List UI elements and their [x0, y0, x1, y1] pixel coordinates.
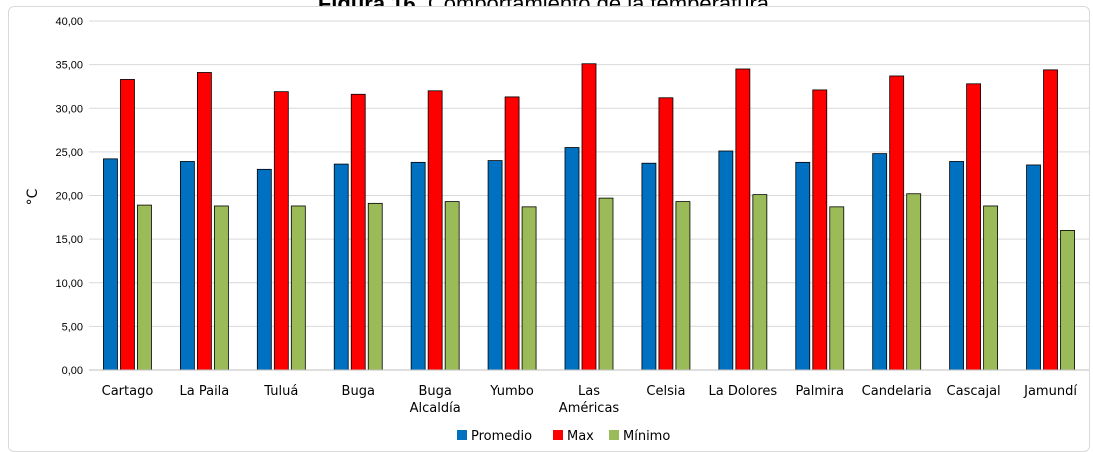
bar-promedio — [256, 168, 272, 371]
bar-m-nimo — [367, 202, 383, 371]
bar-max — [427, 90, 443, 371]
bar-m-nimo — [598, 197, 614, 371]
bar-promedio — [641, 162, 657, 371]
bar-promedio — [179, 161, 195, 371]
y-tick-label: 30,00 — [55, 103, 83, 115]
x-tick-label: Yumbo — [489, 384, 534, 399]
x-tick-label: Candelaria — [862, 384, 932, 399]
bar-promedio — [795, 161, 811, 371]
bar-m-nimo — [521, 206, 537, 371]
y-tick-label: 15,00 — [55, 234, 83, 246]
chart-area: 0,00 5,00 10,00 15,00 20,00 25,00 30,00 35,00 40… — [8, 6, 1090, 452]
bar-m-nimo — [983, 205, 999, 371]
y-tick-label: 10,00 — [55, 278, 83, 290]
legend-swatch — [553, 430, 563, 440]
bar-max — [658, 97, 674, 371]
legend-item-promedio: Promedio — [457, 429, 532, 444]
bar-m-nimo — [906, 193, 922, 371]
bar-max — [889, 75, 905, 371]
bar-promedio — [718, 150, 734, 371]
bar-promedio — [410, 161, 426, 371]
bar-m-nimo — [752, 194, 768, 371]
y-tick-label: 20,00 — [55, 191, 83, 203]
y-tick-label: 25,00 — [55, 147, 83, 159]
x-tick-label: Jamundí — [1023, 384, 1077, 399]
bar-chart: 0,00 5,00 10,00 15,00 20,00 25,00 30,00 35,00 40… — [25, 16, 1089, 444]
bar-promedio — [872, 153, 888, 371]
legend-label: Max — [567, 429, 594, 444]
bar-max — [350, 93, 366, 371]
x-tick-label: Celsia — [646, 384, 685, 399]
legend-item-m-nimo: Mínimo — [609, 429, 670, 444]
bar-max — [581, 63, 597, 371]
x-tick-label: Palmira — [796, 384, 844, 399]
legend-swatch — [457, 430, 467, 440]
legend-swatch — [609, 430, 619, 440]
bar-m-nimo — [290, 205, 306, 371]
bars — [103, 63, 1075, 371]
bar-max — [196, 72, 212, 371]
x-tick-label: Las Américas — [559, 384, 620, 416]
bar-max — [966, 83, 982, 371]
x-tick-label: La Paila — [180, 384, 230, 399]
bar-m-nimo — [444, 201, 460, 371]
x-tick-label: Tuluá — [263, 384, 298, 399]
bar-max — [504, 96, 520, 371]
bar-max — [120, 79, 135, 371]
y-axis-ticks: 0,00 5,00 10,00 15,00 20,00 25,00 30,00 35,00 40… — [55, 16, 83, 377]
bar-promedio — [103, 158, 118, 371]
bar-promedio — [333, 163, 349, 371]
bar-max — [812, 89, 828, 371]
x-tick-label: La Dolores — [708, 384, 777, 399]
bar-m-nimo — [1060, 229, 1075, 371]
y-tick-label: 5,00 — [62, 321, 83, 333]
legend-item-max: Max — [553, 429, 594, 444]
bar-m-nimo — [137, 204, 152, 371]
x-tick-label: Buga — [342, 384, 375, 399]
bar-promedio — [949, 161, 965, 371]
legend-label: Mínimo — [623, 429, 670, 444]
bar-promedio — [1026, 164, 1041, 371]
bar-max — [1043, 69, 1058, 371]
x-tick-label: Buga Alcaldía — [410, 384, 461, 416]
legend-label: Promedio — [471, 429, 532, 444]
legend: Promedio Max Mínimo — [457, 429, 670, 444]
x-tick-label: Cartago — [102, 384, 154, 399]
x-axis: Cartago La Paila Tuluá Buga Buga Alcaldía Yumb… — [89, 369, 1089, 416]
x-tick-label: Cascajal — [947, 384, 1001, 399]
y-axis-label: °C — [25, 188, 41, 205]
bar-m-nimo — [829, 206, 845, 371]
bar-max — [735, 68, 751, 371]
y-tick-label: 40,00 — [55, 16, 83, 28]
bar-promedio — [487, 160, 503, 371]
y-tick-label: 0,00 — [62, 365, 83, 377]
bar-max — [273, 91, 289, 371]
bar-m-nimo — [213, 205, 229, 371]
bar-m-nimo — [675, 201, 691, 371]
bar-promedio — [564, 147, 580, 371]
y-tick-label: 35,00 — [55, 60, 83, 72]
